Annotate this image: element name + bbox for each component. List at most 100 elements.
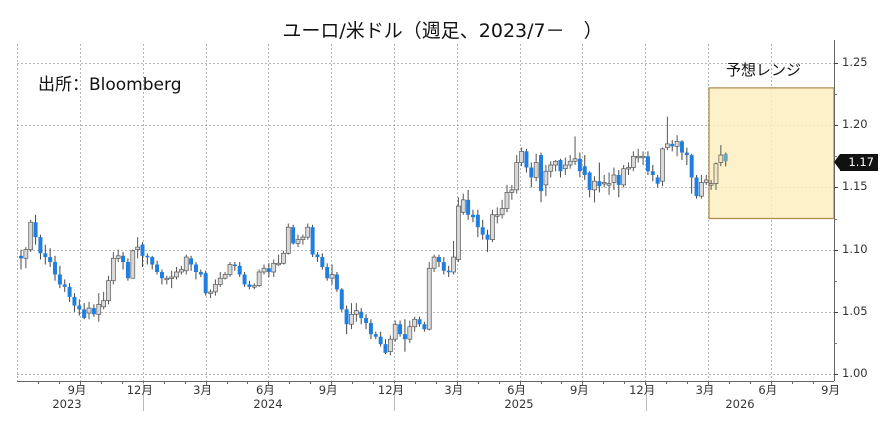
candle [222,271,228,280]
x-tick-label: 12月 [377,383,405,397]
y-tick-label: 1.10 [842,241,868,256]
candle [155,260,160,275]
candle [28,219,34,253]
candle [164,275,170,285]
candle [121,252,126,270]
candle [490,209,495,243]
candle [203,270,208,296]
candle [261,264,267,275]
candle [606,172,612,195]
candle [295,234,301,248]
candle [174,267,179,280]
candle [694,174,699,199]
candle [339,288,344,312]
candle [567,155,573,169]
candle [587,171,592,198]
candle [349,303,354,330]
candle [334,271,339,292]
candle [679,140,684,161]
candle [655,174,660,188]
y-tick-label: 1.05 [842,303,868,318]
candle [533,153,539,182]
candle [426,262,432,331]
candle [227,262,233,277]
candle [456,197,461,263]
candle [140,242,145,268]
candle [621,165,626,188]
candle [315,252,320,263]
forecast-range-box [708,87,835,220]
candle [130,249,136,279]
axes [17,40,838,411]
candle [572,136,578,166]
candle [237,262,242,277]
candle [217,271,223,287]
candle [670,140,675,152]
candle [485,229,490,253]
candle [460,193,466,215]
candle [179,265,184,275]
candle [470,209,475,223]
candle [446,265,451,277]
x-tick-label: 3月 [695,383,715,397]
chart-title: ユーロ/米ドル（週足、2023/7－ ） [282,20,603,42]
candles [19,116,728,356]
candle [718,145,724,167]
candle [353,303,359,322]
candle [616,169,621,198]
candle [72,293,77,312]
year-label: 2023 [52,397,82,411]
candle [417,316,422,327]
candle [499,199,505,219]
candle [150,255,155,270]
candle [713,162,719,190]
candle [159,269,164,285]
candle [543,165,549,197]
candle [91,304,96,317]
candle [412,316,418,332]
candle [115,249,121,263]
x-tick-label: 6月 [758,383,778,397]
y-tick-label: 1.20 [842,117,868,132]
candle [645,151,650,175]
x-tick-label: 9月 [67,383,87,397]
year-label: 2026 [725,397,755,411]
candle [388,335,393,356]
candle [640,151,646,166]
candle [329,264,335,285]
candle [631,151,636,172]
candle [684,147,689,166]
x-tick-label: 12月 [629,383,656,397]
candle [256,269,262,287]
candle [597,162,602,193]
candle [626,162,631,175]
x-tick-label: 6月 [255,383,275,397]
year-label: 2024 [253,397,283,411]
candle [271,259,277,277]
candle [135,237,140,259]
candle [378,331,383,347]
candle [291,224,296,245]
candle [407,320,413,343]
candle [96,293,102,322]
candle [402,319,407,352]
candle [208,289,213,299]
candle [368,319,373,340]
y-tick-label: 1.15 [842,179,868,194]
candle [247,280,252,290]
candle [125,258,130,281]
candle [310,224,315,258]
candle [305,223,311,240]
candle [320,253,325,270]
candle [169,270,175,289]
y-tick-label: 1.00 [842,366,868,380]
candle [38,234,43,260]
candle [23,247,29,269]
candle [494,207,500,224]
candle [48,248,53,268]
candle [553,160,558,172]
candle [665,116,670,151]
candle [519,147,524,167]
candle [436,254,441,268]
